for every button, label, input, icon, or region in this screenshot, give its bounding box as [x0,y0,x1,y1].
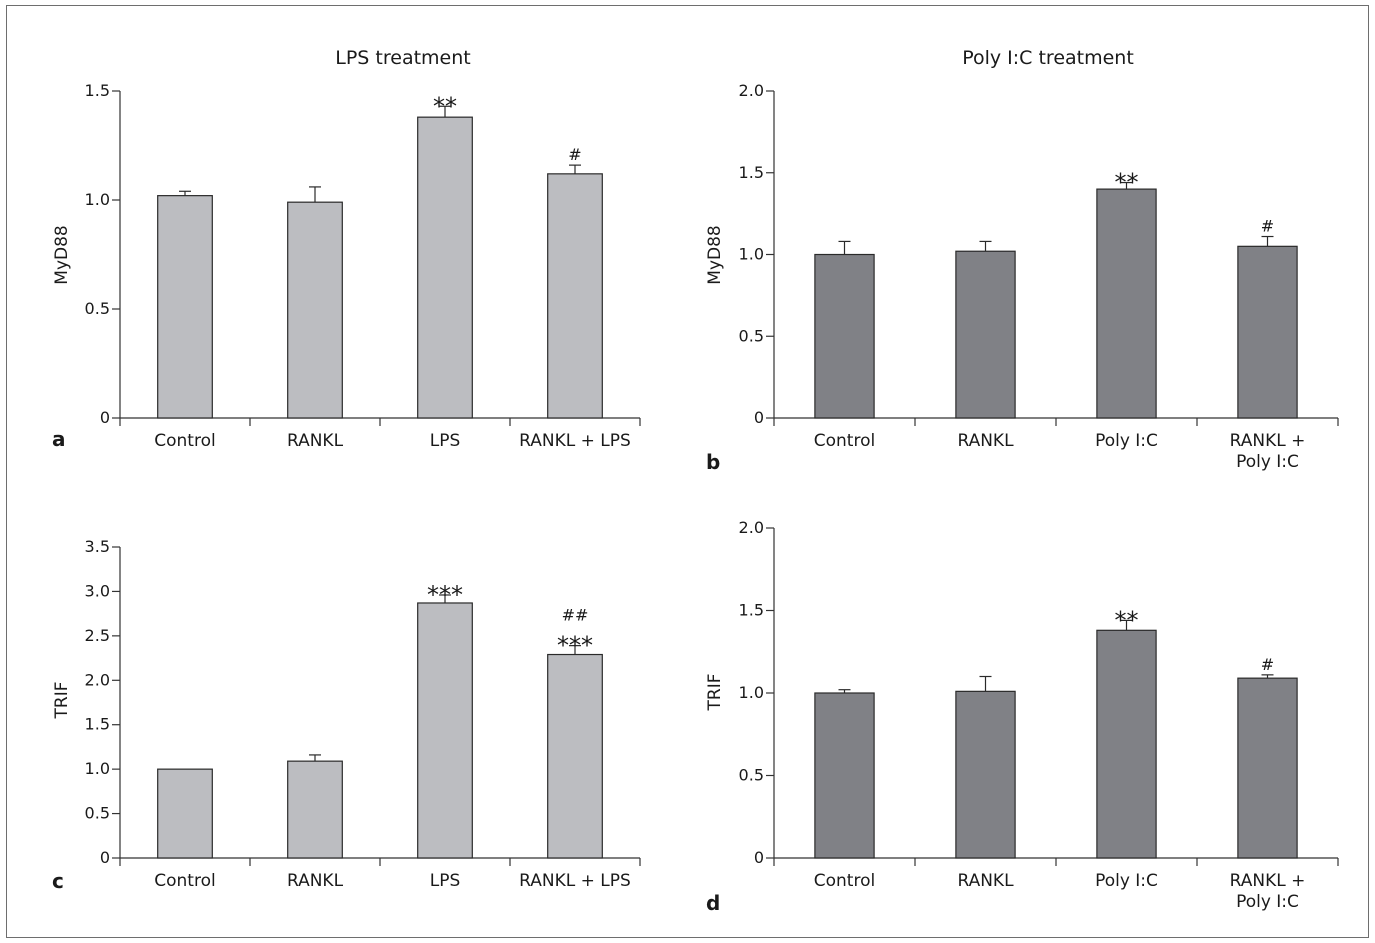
y-tick-label: 0 [754,408,764,427]
category-label: RANKL + LPS [519,431,631,451]
y-tick-label: 3.0 [85,581,110,600]
bar [1237,677,1298,859]
panel-b: 0 0.5 1.0 1.5 2.0 Control RANKL ** Poly I:C # RANK… [739,81,1339,472]
panel-a-letter: a [52,427,66,451]
y-tick-label: 1.0 [739,245,764,264]
category-label: RANKL + [1230,431,1306,451]
bar [1096,188,1157,419]
significance-stars: *** [557,632,593,660]
bar [814,692,875,859]
category-label: Control [814,871,875,891]
category-label: RANKL [287,431,344,451]
bar [417,602,473,859]
panel-c-letter: c [52,869,64,893]
category-label: RANKL + LPS [519,871,631,891]
significance-hash: # [568,145,581,164]
bar [417,116,473,419]
y-tick-label: 1.5 [739,601,764,620]
bar [814,253,875,419]
bar [547,653,603,859]
category-label: RANKL + [1230,871,1306,891]
category-label: LPS [430,431,461,451]
y-tick-label: 1.5 [85,81,110,100]
panel-b-letter: b [706,450,720,474]
category-label: Poly I:C [1095,871,1158,891]
y-tick-label: 0 [100,408,110,427]
significance-stars: ** [1115,169,1139,197]
significance-hash: # [1261,217,1274,236]
significance-stars: *** [427,581,463,609]
bar [157,768,213,859]
y-tick-label: 2.0 [85,670,110,689]
y-tick-label: 0.5 [739,326,764,345]
y-tick-label: 0.5 [85,804,110,823]
y-tick-label: 1.0 [85,190,110,209]
bar [157,195,213,419]
bar [1237,245,1298,419]
y-tick-label: 2.0 [739,518,764,537]
significance-hash: # [1261,655,1274,674]
y-tick-label: 2.5 [85,626,110,645]
panel-c-ylabel: TRIF [52,682,72,720]
panel-d: 0 0.5 1.0 1.5 2.0 Control RANKL ** Poly I:C # RANK… [739,518,1339,912]
bar [287,760,343,859]
y-tick-label: 0 [754,848,764,867]
bar [955,250,1016,419]
category-label: Poly I:C [1095,431,1158,451]
panel-c: 0 0.5 1.0 1.5 2.0 2.5 3.0 3.5 Control RANKL *** LPS… [85,537,641,891]
y-tick-label: 3.5 [85,537,110,556]
category-label: Control [154,431,215,451]
y-tick-label: 1.0 [739,683,764,702]
panel-b-title: Poly I:C treatment [962,47,1134,69]
y-tick-label: 1.0 [85,759,110,778]
category-label: RANKL [957,431,1014,451]
category-label: RANKL [957,871,1014,891]
panel-b-ylabel: MyD88 [705,225,725,284]
y-tick-label: 1.5 [85,715,110,734]
bar [1096,629,1157,859]
bar [547,173,603,419]
y-tick-label: 0.5 [739,766,764,785]
category-label: LPS [430,871,461,891]
category-label: Control [814,431,875,451]
y-tick-label: 2.0 [739,81,764,100]
category-label: Poly I:C [1236,892,1299,912]
bar [955,690,1016,859]
panel-a-title: LPS treatment [335,47,470,69]
y-tick-label: 0.5 [85,299,110,318]
panel-d-ylabel: TRIF [705,674,725,712]
category-label: Poly I:C [1236,452,1299,472]
panel-a-ylabel: MyD88 [52,225,72,284]
panel-a: 0 0.5 1.0 1.5 Control RANKL ** LPS # RANKL + LPS [85,81,641,451]
significance-stars: ** [433,92,457,120]
panel-d-letter: d [706,891,720,915]
significance-stars: ** [1115,606,1139,634]
y-tick-label: 1.5 [739,163,764,182]
significance-hash: ## [562,606,589,625]
category-label: RANKL [287,871,344,891]
y-tick-label: 0 [100,848,110,867]
bar [287,201,343,419]
category-label: Control [154,871,215,891]
